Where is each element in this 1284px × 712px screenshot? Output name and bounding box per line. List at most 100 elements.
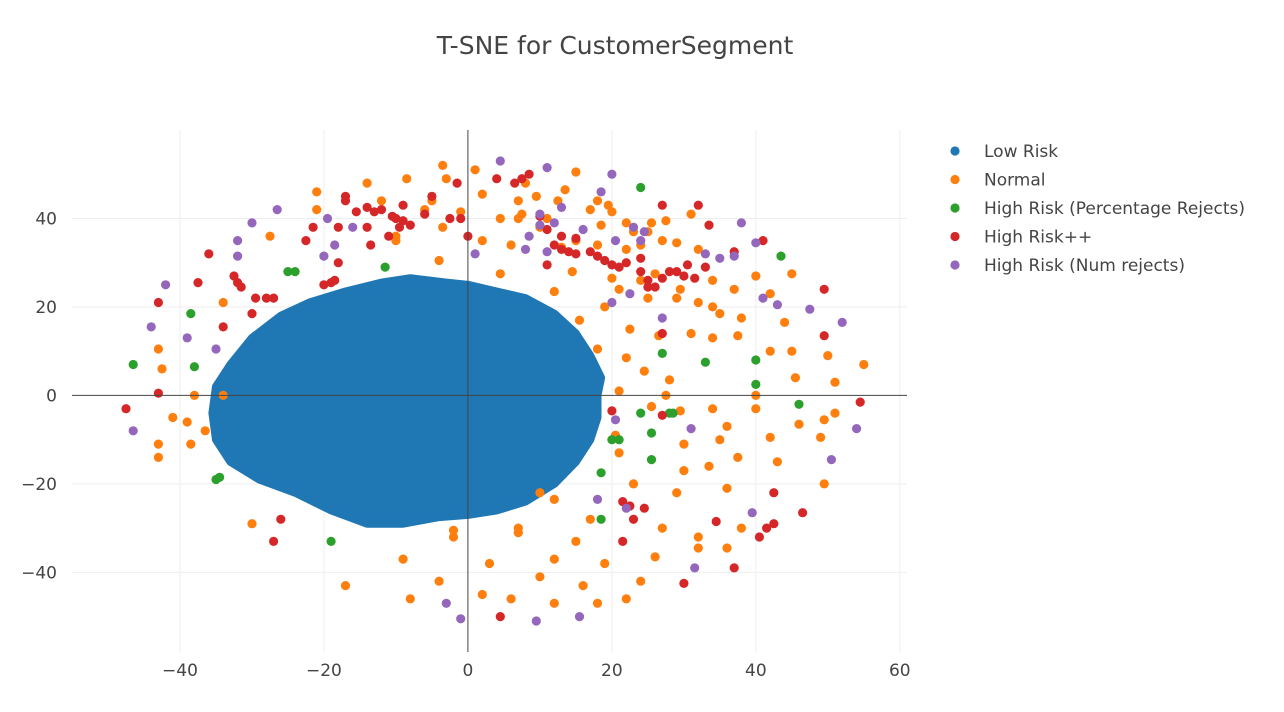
data-point bbox=[251, 293, 261, 303]
data-point bbox=[193, 278, 203, 288]
legend-item[interactable]: Normal bbox=[950, 171, 1046, 191]
data-point bbox=[657, 410, 667, 420]
data-point bbox=[376, 205, 387, 215]
data-point bbox=[218, 297, 228, 308]
data-point bbox=[592, 598, 603, 608]
data-point bbox=[765, 432, 775, 442]
data-point bbox=[657, 328, 667, 339]
data-point bbox=[596, 468, 606, 478]
data-point bbox=[704, 461, 714, 471]
data-point bbox=[492, 174, 502, 184]
data-point bbox=[657, 313, 667, 323]
legend[interactable]: Low Risk Normal High Risk (Percentage Reje… bbox=[950, 142, 1245, 276]
data-point bbox=[592, 251, 603, 261]
data-point bbox=[182, 417, 192, 427]
data-point bbox=[693, 244, 703, 254]
data-point bbox=[643, 282, 653, 292]
data-point bbox=[524, 231, 534, 241]
series-1 bbox=[153, 160, 869, 608]
data-point bbox=[686, 328, 696, 339]
data-point bbox=[636, 236, 646, 246]
data-point bbox=[340, 581, 351, 591]
data-point bbox=[643, 275, 653, 285]
data-point bbox=[639, 366, 649, 376]
legend-item[interactable]: Low Risk bbox=[950, 142, 1058, 162]
data-point bbox=[700, 357, 711, 367]
data-point bbox=[693, 297, 703, 308]
legend-item[interactable]: High Risk (Percentage Rejects) bbox=[950, 199, 1245, 219]
data-point bbox=[765, 346, 775, 356]
data-point bbox=[542, 163, 552, 173]
data-point bbox=[391, 213, 401, 224]
data-point bbox=[574, 315, 585, 325]
data-point bbox=[200, 426, 210, 436]
data-point bbox=[535, 220, 545, 230]
data-point bbox=[319, 280, 329, 290]
data-point bbox=[380, 262, 390, 272]
data-point bbox=[326, 536, 336, 547]
data-point bbox=[700, 249, 711, 259]
data-point bbox=[531, 191, 541, 201]
data-point bbox=[261, 293, 271, 303]
data-point bbox=[607, 297, 617, 308]
data-point bbox=[650, 269, 660, 279]
data-point bbox=[672, 293, 682, 303]
data-point bbox=[819, 331, 829, 341]
data-point bbox=[769, 488, 779, 498]
data-point bbox=[646, 401, 657, 412]
data-point bbox=[607, 207, 617, 217]
data-point bbox=[535, 488, 545, 498]
data-point bbox=[524, 169, 534, 179]
data-point bbox=[661, 216, 671, 226]
data-point bbox=[639, 227, 649, 237]
data-point bbox=[456, 207, 466, 217]
legend-marker bbox=[950, 174, 960, 185]
data-point bbox=[585, 205, 595, 215]
data-point bbox=[585, 247, 595, 257]
data-point bbox=[247, 218, 257, 228]
data-point bbox=[607, 260, 617, 270]
data-point bbox=[265, 231, 275, 241]
x-tick-label: 60 bbox=[889, 661, 911, 681]
legend-item[interactable]: High Risk (Num rejects) bbox=[950, 256, 1185, 276]
series-2 bbox=[128, 182, 804, 547]
data-point bbox=[276, 514, 286, 524]
data-point bbox=[592, 240, 603, 250]
data-point bbox=[477, 589, 487, 600]
legend-item[interactable]: High Risk++ bbox=[950, 228, 1092, 248]
data-point bbox=[621, 594, 631, 604]
data-point bbox=[628, 222, 639, 232]
data-point bbox=[477, 189, 487, 199]
data-point bbox=[751, 379, 761, 389]
data-point bbox=[780, 317, 790, 327]
data-point bbox=[427, 191, 437, 201]
data-point bbox=[542, 247, 552, 257]
data-point bbox=[438, 160, 448, 170]
data-point bbox=[639, 503, 649, 513]
data-point bbox=[787, 269, 797, 279]
data-point bbox=[340, 196, 351, 206]
data-point bbox=[628, 514, 639, 524]
data-point bbox=[664, 267, 675, 277]
data-point bbox=[362, 178, 372, 188]
data-point bbox=[448, 525, 459, 535]
y-tick-label: 40 bbox=[35, 209, 57, 229]
data-point bbox=[596, 220, 606, 230]
y-tick-label: 20 bbox=[35, 298, 57, 318]
data-point bbox=[747, 508, 757, 518]
data-point bbox=[549, 554, 559, 564]
data-point bbox=[794, 399, 804, 409]
data-point bbox=[283, 267, 293, 277]
data-point bbox=[394, 222, 405, 232]
data-point bbox=[758, 293, 768, 303]
data-point bbox=[592, 494, 603, 504]
data-point bbox=[715, 309, 725, 319]
data-point bbox=[153, 439, 163, 449]
data-point bbox=[535, 572, 545, 582]
data-point bbox=[650, 552, 660, 562]
data-point bbox=[852, 424, 862, 434]
data-point bbox=[607, 406, 617, 416]
data-point bbox=[495, 612, 505, 622]
data-point bbox=[585, 514, 595, 524]
data-point bbox=[513, 196, 523, 206]
